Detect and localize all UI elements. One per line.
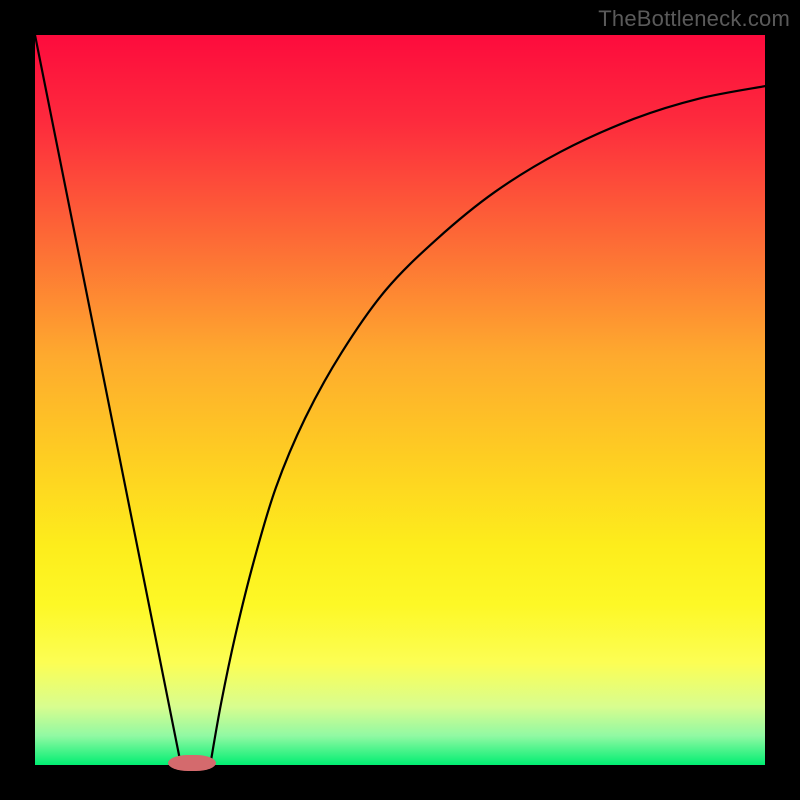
curve-right-log-curve bbox=[210, 86, 765, 765]
watermark-text: TheBottleneck.com bbox=[598, 6, 790, 32]
minimum-marker bbox=[168, 755, 216, 771]
curve-left-leg bbox=[35, 35, 181, 765]
plot-area bbox=[35, 35, 765, 765]
curve-layer bbox=[35, 35, 765, 765]
chart-container: TheBottleneck.com bbox=[0, 0, 800, 800]
